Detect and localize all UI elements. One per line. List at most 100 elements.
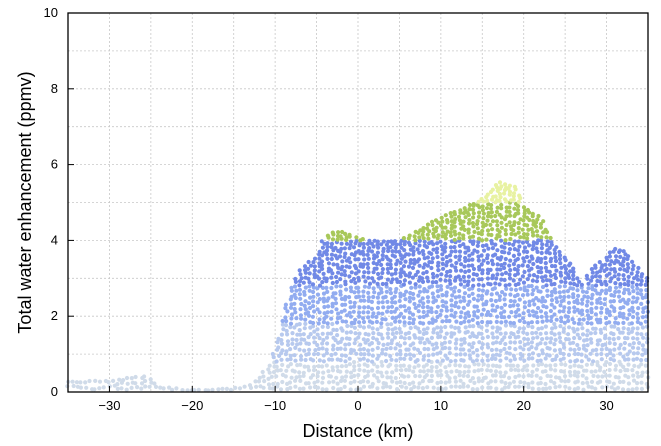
data-point: [559, 362, 564, 367]
data-point: [630, 267, 635, 272]
data-point: [301, 386, 306, 391]
data-point: [539, 266, 544, 271]
data-point: [377, 259, 382, 264]
data-point: [320, 364, 325, 369]
y-tick-label: 6: [51, 157, 58, 172]
data-point: [568, 373, 573, 378]
data-point: [444, 305, 449, 310]
data-point: [635, 311, 640, 316]
data-point: [467, 299, 472, 304]
data-point: [307, 271, 312, 276]
data-point: [402, 380, 407, 386]
data-point: [361, 325, 366, 330]
data-point: [453, 379, 458, 384]
data-point: [481, 216, 486, 221]
data-point: [598, 317, 603, 322]
data-point: [466, 279, 471, 284]
data-point: [298, 296, 303, 301]
data-point: [543, 265, 549, 270]
data-point: [443, 236, 448, 241]
data-point: [280, 372, 285, 377]
data-point: [320, 245, 325, 250]
data-point: [376, 300, 381, 305]
data-point: [609, 385, 614, 390]
data-point: [534, 310, 539, 315]
data-point: [381, 385, 386, 390]
data-point: [404, 367, 409, 372]
data-point: [395, 387, 400, 392]
data-point: [408, 290, 413, 296]
data-point: [421, 357, 426, 362]
data-point: [285, 332, 290, 337]
data-point: [354, 387, 359, 392]
data-point: [632, 276, 637, 281]
data-point: [567, 325, 572, 330]
data-point: [462, 319, 467, 324]
data-point: [388, 291, 393, 296]
data-point: [507, 247, 513, 252]
data-point: [312, 272, 317, 277]
data-point: [550, 326, 555, 331]
data-point: [315, 327, 320, 332]
data-point: [566, 300, 572, 305]
data-point: [585, 343, 590, 348]
data-point: [331, 343, 336, 348]
data-point: [312, 384, 317, 390]
data-point: [508, 268, 513, 273]
data-point: [599, 347, 604, 352]
data-point: [553, 325, 558, 330]
data-point: [499, 379, 504, 384]
data-point: [321, 359, 326, 364]
data-point: [475, 353, 480, 358]
data-point: [148, 377, 153, 382]
data-point: [458, 208, 463, 213]
data-point: [358, 342, 363, 347]
data-point: [394, 380, 399, 385]
data-point: [320, 331, 325, 336]
data-point: [325, 341, 330, 346]
data-point: [486, 246, 491, 251]
data-point: [458, 221, 463, 226]
data-point: [149, 380, 154, 385]
data-point: [458, 321, 463, 326]
data-point: [483, 375, 488, 380]
data-point: [440, 293, 445, 298]
data-point: [503, 381, 508, 386]
data-point: [498, 331, 503, 336]
data-point: [379, 275, 384, 280]
data-point: [534, 279, 540, 284]
data-point: [517, 252, 522, 257]
data-point: [343, 319, 349, 324]
data-point: [298, 332, 303, 337]
data-point: [294, 316, 299, 321]
data-point: [490, 227, 495, 232]
data-point: [499, 305, 504, 310]
data-point: [621, 273, 626, 278]
data-point: [526, 373, 531, 378]
data-point: [581, 368, 587, 373]
data-point: [351, 276, 357, 282]
data-point: [532, 302, 537, 307]
data-point: [466, 319, 471, 324]
data-point: [479, 277, 484, 282]
data-point: [495, 205, 500, 210]
data-point: [476, 362, 481, 367]
data-point: [347, 256, 352, 261]
data-point: [470, 331, 475, 336]
data-point: [622, 287, 627, 292]
data-point: [406, 330, 412, 335]
data-point: [360, 237, 365, 242]
data-point: [503, 319, 508, 324]
data-point: [525, 363, 530, 368]
data-point: [635, 381, 640, 386]
data-point: [489, 258, 495, 263]
data-point: [317, 269, 322, 274]
data-point: [288, 353, 293, 358]
data-point: [534, 246, 539, 251]
data-point: [302, 303, 307, 308]
data-point: [618, 342, 623, 347]
data-point: [295, 342, 300, 347]
data-point: [324, 335, 330, 340]
data-point: [413, 229, 418, 234]
data-point: [75, 384, 80, 389]
